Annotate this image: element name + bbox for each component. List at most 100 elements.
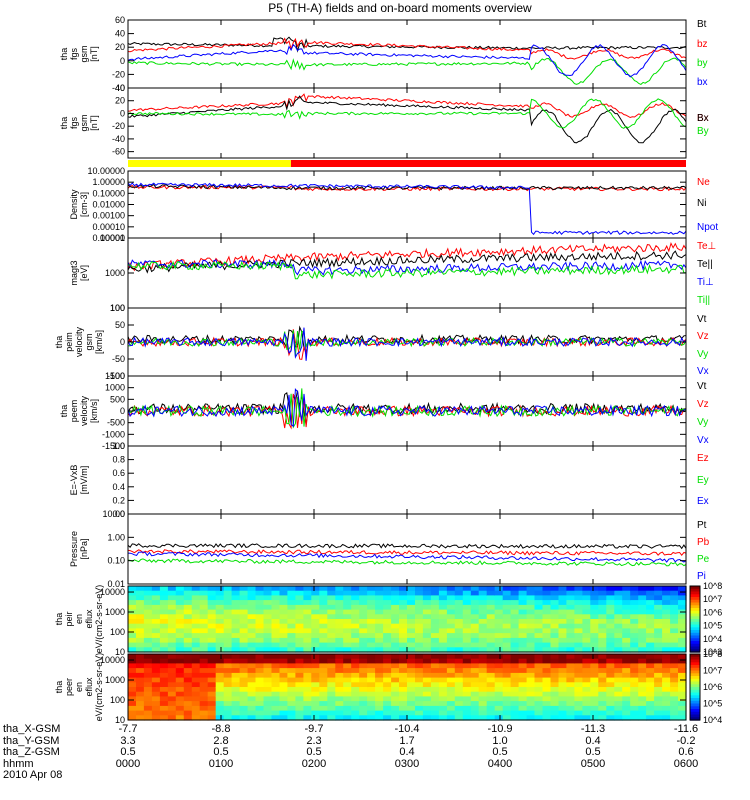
panel-peer-eflux-cell: [614, 696, 623, 702]
panel-peer-eflux-cell: [136, 663, 145, 669]
panel-peer-eflux-cell: [415, 687, 424, 693]
panel-peir-eflux-cell: [255, 619, 265, 625]
panel-peir-eflux-cell: [255, 600, 265, 606]
panel-magt3-series-3: [127, 260, 687, 280]
panel-peer-eflux-cell: [598, 691, 607, 697]
panel-pressure-series-2: [127, 558, 687, 567]
panel-peer-eflux-cell: [303, 691, 312, 697]
panel-peir-eflux-cell: [231, 619, 241, 625]
panel-peer-eflux-cell: [654, 668, 663, 674]
panel-peer-eflux-colorbar-cell: [690, 684, 700, 688]
panel-peer-eflux-cell: [670, 658, 679, 664]
panel-peir-eflux-cell: [271, 595, 281, 601]
panel-peir-eflux-cell: [550, 642, 560, 648]
panel-peir-eflux-cell: [303, 647, 312, 653]
panel-peir-eflux-cell: [510, 614, 520, 620]
panel-peer-eflux-cell: [566, 677, 575, 683]
panel-peer-eflux-cell: [399, 677, 408, 683]
panel-peer-eflux-cell: [494, 682, 504, 688]
panel-peer-eflux-cell: [534, 701, 544, 707]
panel-peer-eflux-cell: [478, 710, 488, 716]
panel-peer-eflux-cell: [343, 668, 352, 674]
panel-peir-eflux-cell: [143, 586, 153, 592]
panel-peer-eflux-cell: [407, 658, 416, 664]
panel-peir-eflux-cell: [574, 633, 583, 639]
panel-peer-eflux-cell: [566, 710, 575, 716]
panel-peer-eflux-cell: [430, 715, 440, 721]
panel-peir-eflux-cell: [367, 647, 376, 653]
panel-peir-eflux-cell: [287, 642, 296, 648]
panel-peer-eflux-cell: [367, 677, 376, 683]
panel-peer-eflux-cell: [478, 654, 488, 660]
panel-peir-eflux-cell: [247, 637, 257, 644]
panel-magt3-series-1: [127, 250, 687, 274]
footer-value: 0.4: [399, 746, 415, 758]
panel-peer-eflux-cell: [606, 682, 615, 688]
panel-peir-eflux-cell: [654, 623, 663, 629]
panel-peer-eflux-cell: [223, 715, 233, 721]
panel-peir-eflux-cell: [462, 586, 472, 592]
panel-peer-eflux-cell: [375, 696, 384, 702]
panel-peir-eflux-cell: [606, 619, 615, 625]
panel-peer-eflux-cell: [167, 710, 177, 716]
panel-peer-eflux-cell: [462, 658, 472, 664]
panel-peir-eflux-cell: [454, 623, 464, 629]
panel-peer-eflux-cell: [311, 658, 320, 664]
panel-peer-eflux-cell: [462, 715, 472, 721]
panel-peir-eflux-cell: [415, 633, 424, 639]
panel-peir-eflux-cell: [598, 590, 607, 596]
panel-peer-eflux-cell: [462, 668, 472, 674]
panel-peir-eflux-cell: [678, 647, 687, 653]
panel-peer-eflux-cell: [303, 668, 312, 674]
panel-peir-eflux-cell: [359, 647, 368, 653]
panel-peir-eflux-cell: [542, 647, 552, 653]
panel-peir-eflux-cell: [430, 614, 440, 620]
panel-peer-eflux-cell: [191, 691, 201, 697]
panel-peer-eflux-cell: [319, 687, 328, 693]
panel-peer-eflux-cell: [391, 668, 400, 674]
panel-peer-eflux-colorbar-cell: [690, 706, 700, 710]
panel-peer-eflux-cell: [558, 710, 568, 716]
panel-peer-eflux-cell: [391, 705, 400, 712]
panel-peir-eflux-cell: [239, 590, 249, 596]
panel-peir-eflux-cell: [462, 604, 472, 611]
panel-peir-eflux-cell: [558, 623, 568, 629]
panel-peer-eflux-cell: [311, 705, 320, 712]
panel-peer-eflux-cell: [566, 654, 575, 660]
panel-peer-eflux-cell: [558, 691, 568, 697]
panel-peir-eflux-cell: [375, 595, 384, 601]
panel-peer-eflux-cell: [462, 701, 472, 707]
panel-peir-eflux-cell: [279, 614, 289, 620]
panel-peir-eflux-ylabel-line: tha: [54, 613, 64, 626]
panel-peir-eflux-cell: [462, 647, 472, 653]
panel-peir-eflux-cell: [128, 637, 137, 644]
panel-peer-eflux-cell: [462, 677, 472, 683]
panel-peir-eflux-cell: [303, 637, 312, 644]
panel-peer-eflux-cell: [399, 691, 408, 697]
panel-peir-eflux-cell: [654, 642, 663, 648]
panel-peer-eflux-cell: [215, 672, 225, 679]
panel-peer-eflux-cell: [407, 663, 416, 669]
panel-peir-eflux-cell: [678, 604, 687, 611]
panel-peir-eflux-cell: [542, 604, 552, 611]
panel-peir-eflux-cell: [375, 642, 384, 648]
panel-peir-eflux-cell: [167, 614, 177, 620]
panel-peir-eflux-cell: [534, 586, 544, 592]
panel-peer-eflux-cell: [422, 705, 432, 712]
panel-peir-eflux-cell: [335, 642, 344, 648]
panel-peer-eflux-cell: [351, 682, 360, 688]
panel-peer-eflux-cell: [630, 654, 639, 660]
panel-peer-eflux-cell: [295, 705, 304, 712]
panel-peer-eflux-cell: [215, 715, 225, 721]
panel-peer-eflux-cell: [502, 705, 512, 712]
panel-peer-eflux-cell: [175, 682, 185, 688]
panel-peer-eflux-cell: [654, 663, 663, 669]
panel-peer-eflux-cell: [494, 696, 504, 702]
panel-peir-eflux-cell: [159, 642, 169, 648]
panel-peer-eflux-cell: [375, 705, 384, 712]
panel-peir-eflux-cell: [151, 586, 161, 592]
panel-peir-eflux-cell: [263, 623, 273, 629]
panel-peir-eflux-cell: [566, 600, 575, 606]
panel-peer-eflux-cell: [128, 691, 137, 697]
panel-peer-eflux-cell: [662, 672, 671, 679]
